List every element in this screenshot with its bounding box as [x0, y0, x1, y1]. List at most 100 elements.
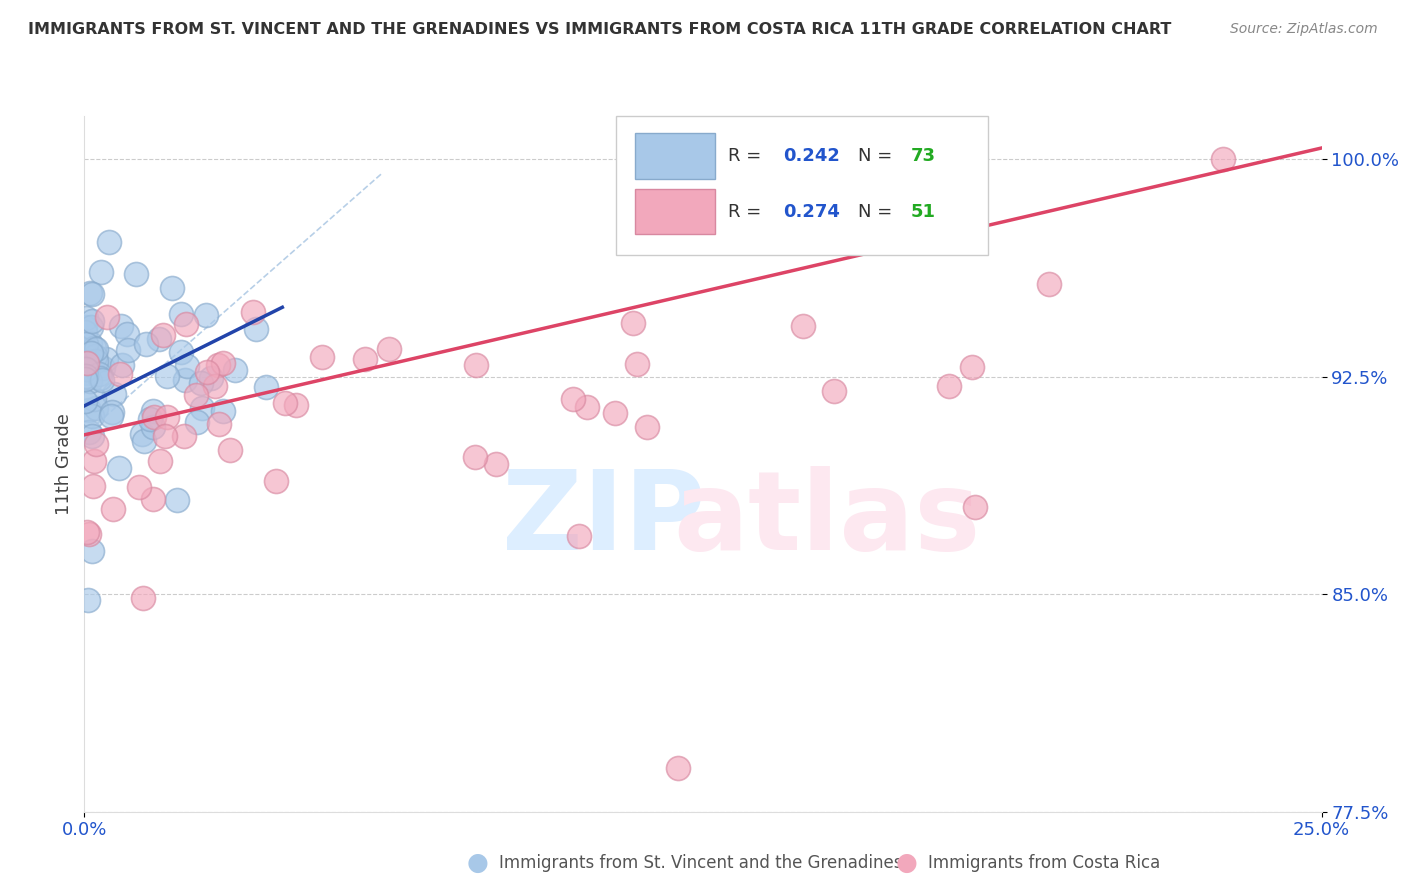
Point: [80, 429, 103, 443]
Point: [97, 235, 120, 249]
Point: [636, 420, 658, 434]
Point: [103, 387, 125, 401]
Point: [84, 342, 107, 356]
Text: R =: R =: [728, 203, 766, 221]
Text: Source: ZipAtlas.com: Source: ZipAtlas.com: [1230, 22, 1378, 37]
Point: [605, 406, 627, 420]
Point: [464, 358, 486, 372]
Point: [132, 434, 155, 448]
Point: [83, 392, 105, 406]
Point: [77, 425, 100, 440]
Text: IMMIGRANTS FROM ST. VINCENT AND THE GRENADINES VS IMMIGRANTS FROM COSTA RICA 11T: IMMIGRANTS FROM ST. VINCENT AND THE GREN…: [28, 22, 1171, 37]
Point: [80, 351, 103, 366]
Point: [174, 373, 197, 387]
Point: [152, 327, 174, 342]
Point: [75, 320, 97, 334]
Point: [84, 349, 107, 363]
Point: [117, 327, 139, 342]
Point: [94, 351, 117, 366]
Text: N =: N =: [858, 203, 897, 221]
Point: [184, 388, 207, 402]
Text: N =: N =: [858, 147, 897, 165]
Text: R =: R =: [728, 147, 766, 165]
Point: [107, 461, 129, 475]
FancyBboxPatch shape: [636, 189, 716, 235]
Point: [621, 317, 644, 331]
Point: [626, 357, 648, 371]
Point: [156, 409, 179, 424]
Point: [561, 392, 583, 407]
Point: [166, 493, 188, 508]
Point: [90, 265, 112, 279]
Text: 51: 51: [911, 203, 936, 221]
Point: [75, 310, 97, 325]
Point: [792, 318, 814, 333]
Point: [108, 367, 131, 381]
Point: [135, 336, 157, 351]
Point: [76, 365, 98, 379]
Point: [91, 373, 114, 387]
Point: [87, 368, 110, 382]
Text: ●: ●: [896, 851, 918, 874]
Point: [194, 309, 217, 323]
Point: [75, 361, 97, 376]
Text: ZIP: ZIP: [502, 466, 706, 573]
Point: [138, 412, 160, 426]
Point: [174, 318, 197, 332]
Point: [75, 337, 97, 351]
Point: [131, 591, 153, 606]
Point: [284, 399, 307, 413]
Point: [965, 500, 987, 515]
Point: [575, 400, 598, 414]
Point: [75, 325, 97, 339]
Point: [142, 491, 165, 506]
Point: [155, 368, 177, 383]
Text: Immigrants from Costa Rica: Immigrants from Costa Rica: [928, 854, 1160, 871]
Point: [204, 379, 226, 393]
Point: [191, 401, 214, 415]
Point: [101, 502, 124, 516]
FancyBboxPatch shape: [616, 116, 987, 255]
Point: [464, 450, 486, 464]
Point: [212, 404, 235, 418]
Text: 0.274: 0.274: [783, 203, 841, 221]
FancyBboxPatch shape: [636, 133, 716, 178]
Point: [176, 359, 198, 373]
Point: [254, 380, 277, 394]
Point: [155, 429, 177, 443]
Text: ●: ●: [467, 851, 489, 874]
Point: [89, 371, 111, 385]
Point: [274, 396, 297, 410]
Point: [117, 343, 139, 357]
Point: [186, 415, 208, 429]
Point: [84, 354, 107, 368]
Y-axis label: 11th Grade: 11th Grade: [55, 413, 73, 515]
Point: [170, 345, 193, 359]
Point: [131, 427, 153, 442]
Point: [142, 419, 165, 434]
Point: [264, 474, 287, 488]
Point: [245, 322, 267, 336]
Point: [75, 343, 97, 357]
Point: [80, 287, 103, 301]
Point: [148, 331, 170, 345]
Point: [170, 307, 193, 321]
Point: [128, 480, 150, 494]
Point: [666, 761, 689, 775]
Point: [200, 371, 222, 385]
Text: 0.242: 0.242: [783, 147, 841, 165]
Point: [80, 543, 103, 558]
Point: [83, 342, 105, 356]
Point: [110, 319, 132, 334]
Point: [80, 346, 103, 360]
Point: [79, 374, 101, 388]
Point: [96, 310, 118, 324]
Point: [162, 281, 184, 295]
Point: [80, 319, 103, 334]
Point: [224, 362, 246, 376]
Point: [79, 286, 101, 301]
Point: [82, 479, 104, 493]
Point: [75, 372, 97, 386]
Point: [207, 358, 229, 372]
Point: [1212, 153, 1234, 167]
